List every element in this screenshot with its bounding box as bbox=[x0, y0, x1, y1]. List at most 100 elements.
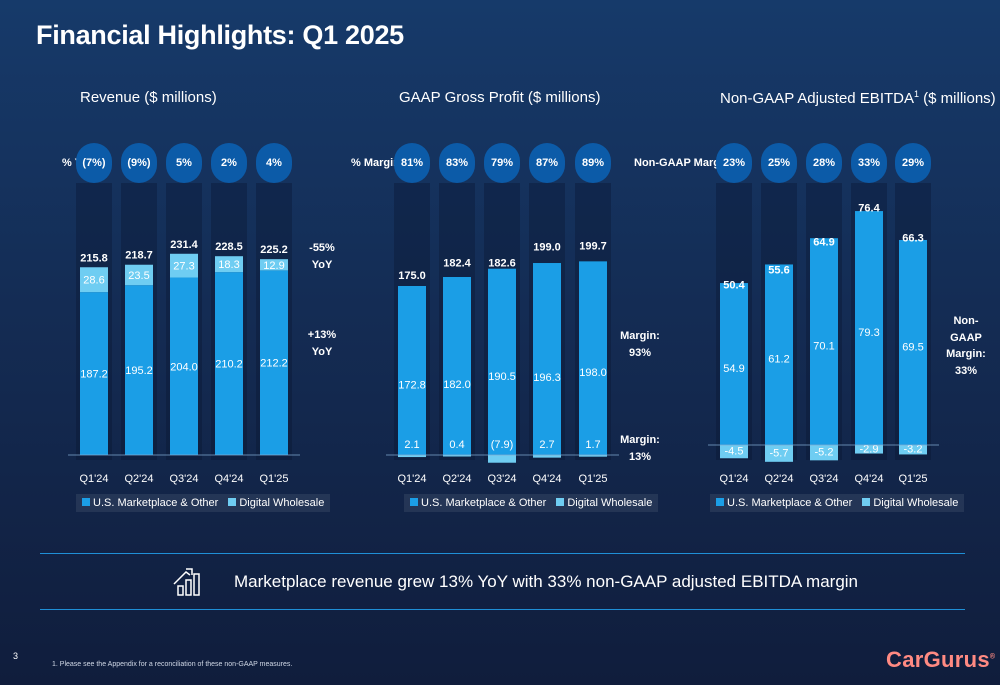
us-marketplace-bar bbox=[80, 292, 108, 455]
us-marketplace-bar bbox=[170, 277, 198, 455]
digital-wholesale-bar bbox=[533, 455, 561, 458]
x-tick-label: Q2'24 bbox=[124, 473, 153, 485]
metric-pill: 81% bbox=[394, 143, 430, 183]
total-label: 76.4 bbox=[858, 203, 880, 215]
us-marketplace-bar bbox=[398, 286, 426, 455]
digital-wholesale-label: -5.7 bbox=[770, 447, 789, 459]
digital-wholesale-label: 28.6 bbox=[83, 275, 104, 287]
metric-pill: 2% bbox=[211, 143, 247, 183]
total-label: 50.4 bbox=[723, 279, 745, 291]
digital-wholesale-label: 23.5 bbox=[128, 270, 149, 282]
x-tick-label: Q1'25 bbox=[898, 473, 927, 485]
digital-wholesale-label: -4.5 bbox=[725, 446, 744, 458]
growth-chart-icon bbox=[173, 568, 200, 596]
digital-wholesale-label: (7.9) bbox=[491, 439, 514, 451]
x-tick-label: Q4'24 bbox=[214, 473, 243, 485]
us-marketplace-bar bbox=[765, 264, 793, 445]
digital-wholesale-bar bbox=[260, 259, 288, 271]
us-marketplace-label: 54.9 bbox=[723, 363, 744, 375]
total-label: 228.5 bbox=[215, 241, 243, 253]
x-tick-label: Q4'24 bbox=[854, 473, 883, 485]
us-marketplace-bar bbox=[488, 268, 516, 455]
metric-pill: 33% bbox=[851, 143, 887, 183]
legend-us-marketplace: U.S. Marketplace & Other bbox=[727, 497, 853, 509]
bottom-divider bbox=[40, 609, 965, 610]
digital-wholesale-bar bbox=[170, 253, 198, 278]
metric-pill: (9%) bbox=[121, 143, 157, 183]
legend-digital-wholesale: Digital Wholesale bbox=[873, 497, 959, 509]
legend-digital-wholesale: Digital Wholesale bbox=[567, 497, 653, 509]
x-tick-label: Q3'24 bbox=[487, 473, 516, 485]
us-marketplace-bar bbox=[533, 263, 561, 455]
metric-pill: 29% bbox=[895, 143, 931, 183]
us-marketplace-bar bbox=[720, 283, 748, 445]
metric-pill: 83% bbox=[439, 143, 475, 183]
digital-wholesale-bar bbox=[80, 267, 108, 293]
digital-wholesale-bar bbox=[899, 445, 927, 455]
x-tick-label: Q4'24 bbox=[532, 473, 561, 485]
metric-pill: 28% bbox=[806, 143, 842, 183]
legend-digital-wholesale: Digital Wholesale bbox=[239, 497, 325, 509]
x-tick-label: Q1'25 bbox=[259, 473, 288, 485]
gross-profit-legend: U.S. Marketplace & Other Digital Wholesa… bbox=[404, 494, 659, 512]
digital-wholesale-swatch bbox=[862, 498, 871, 506]
digital-wholesale-bar bbox=[810, 445, 838, 461]
total-label: 225.2 bbox=[260, 244, 288, 256]
digital-wholesale-label: 0.4 bbox=[449, 439, 464, 451]
us-marketplace-label: 198.0 bbox=[579, 367, 607, 379]
page-title: Financial Highlights: Q1 2025 bbox=[36, 20, 404, 50]
us-marketplace-label: 69.5 bbox=[902, 341, 923, 353]
side-annotation: Margin: 93% bbox=[620, 330, 660, 359]
digital-wholesale-label: 1.7 bbox=[585, 439, 600, 451]
x-tick-label: Q1'24 bbox=[719, 473, 748, 485]
revenue-chart-title: Revenue ($ millions) bbox=[80, 89, 217, 106]
ebitda-legend: U.S. Marketplace & Other Digital Wholesa… bbox=[710, 494, 965, 512]
total-label: 231.4 bbox=[170, 239, 198, 251]
digital-wholesale-bar bbox=[215, 256, 243, 273]
gross-profit-chart-title: GAAP Gross Profit ($ millions) bbox=[399, 89, 601, 106]
us-marketplace-bar bbox=[443, 277, 471, 455]
us-marketplace-label: 187.2 bbox=[80, 369, 108, 381]
total-label: 199.0 bbox=[533, 241, 561, 253]
digital-wholesale-label: 2.1 bbox=[404, 439, 419, 451]
total-label: 55.6 bbox=[768, 264, 789, 276]
us-marketplace-bar bbox=[855, 211, 883, 445]
total-label: 66.3 bbox=[902, 232, 923, 244]
us-marketplace-label: 204.0 bbox=[170, 361, 198, 373]
us-marketplace-bar bbox=[260, 270, 288, 455]
us-marketplace-label: 182.0 bbox=[443, 379, 471, 391]
metric-pill: 4% bbox=[256, 143, 292, 183]
top-divider bbox=[40, 553, 965, 554]
metric-pill: 79% bbox=[484, 143, 520, 183]
us-marketplace-label: 195.2 bbox=[125, 365, 153, 377]
footnote: 1. Please see the Appendix for a reconci… bbox=[52, 661, 293, 668]
us-marketplace-label: 210.2 bbox=[215, 359, 243, 371]
us-marketplace-swatch bbox=[716, 498, 724, 506]
digital-wholesale-bar bbox=[579, 455, 607, 457]
side-annotation: -55% YoY bbox=[309, 242, 335, 271]
digital-wholesale-label: 27.3 bbox=[173, 261, 194, 273]
legend-us-marketplace: U.S. Marketplace & Other bbox=[93, 497, 219, 509]
digital-wholesale-bar bbox=[443, 455, 471, 457]
pill-row-label: Non-GAAP Margin bbox=[634, 157, 730, 169]
cargurus-logo: CarGurus® bbox=[886, 647, 996, 672]
legend-us-marketplace: U.S. Marketplace & Other bbox=[421, 497, 547, 509]
total-label: 199.7 bbox=[579, 241, 607, 253]
us-marketplace-label: 196.3 bbox=[533, 372, 561, 384]
total-label: 182.6 bbox=[488, 257, 516, 269]
digital-wholesale-bar bbox=[398, 455, 426, 458]
metric-pill: 5% bbox=[166, 143, 202, 183]
us-marketplace-swatch bbox=[410, 498, 418, 506]
headline-text: Marketplace revenue grew 13% YoY with 33… bbox=[234, 572, 859, 591]
x-tick-label: Q1'25 bbox=[578, 473, 607, 485]
digital-wholesale-label: -3.2 bbox=[904, 444, 923, 456]
us-marketplace-label: 70.1 bbox=[813, 341, 834, 353]
pill-row-label: % Margin bbox=[351, 157, 400, 169]
ebitda-chart-title: Non-GAAP Adjusted EBITDA1 ($ millions) bbox=[720, 89, 996, 107]
metric-pill: 23% bbox=[716, 143, 752, 183]
us-marketplace-bar bbox=[125, 285, 153, 455]
x-tick-label: Q3'24 bbox=[169, 473, 198, 485]
digital-wholesale-bar bbox=[765, 445, 793, 462]
digital-wholesale-label: 18.3 bbox=[218, 259, 239, 271]
